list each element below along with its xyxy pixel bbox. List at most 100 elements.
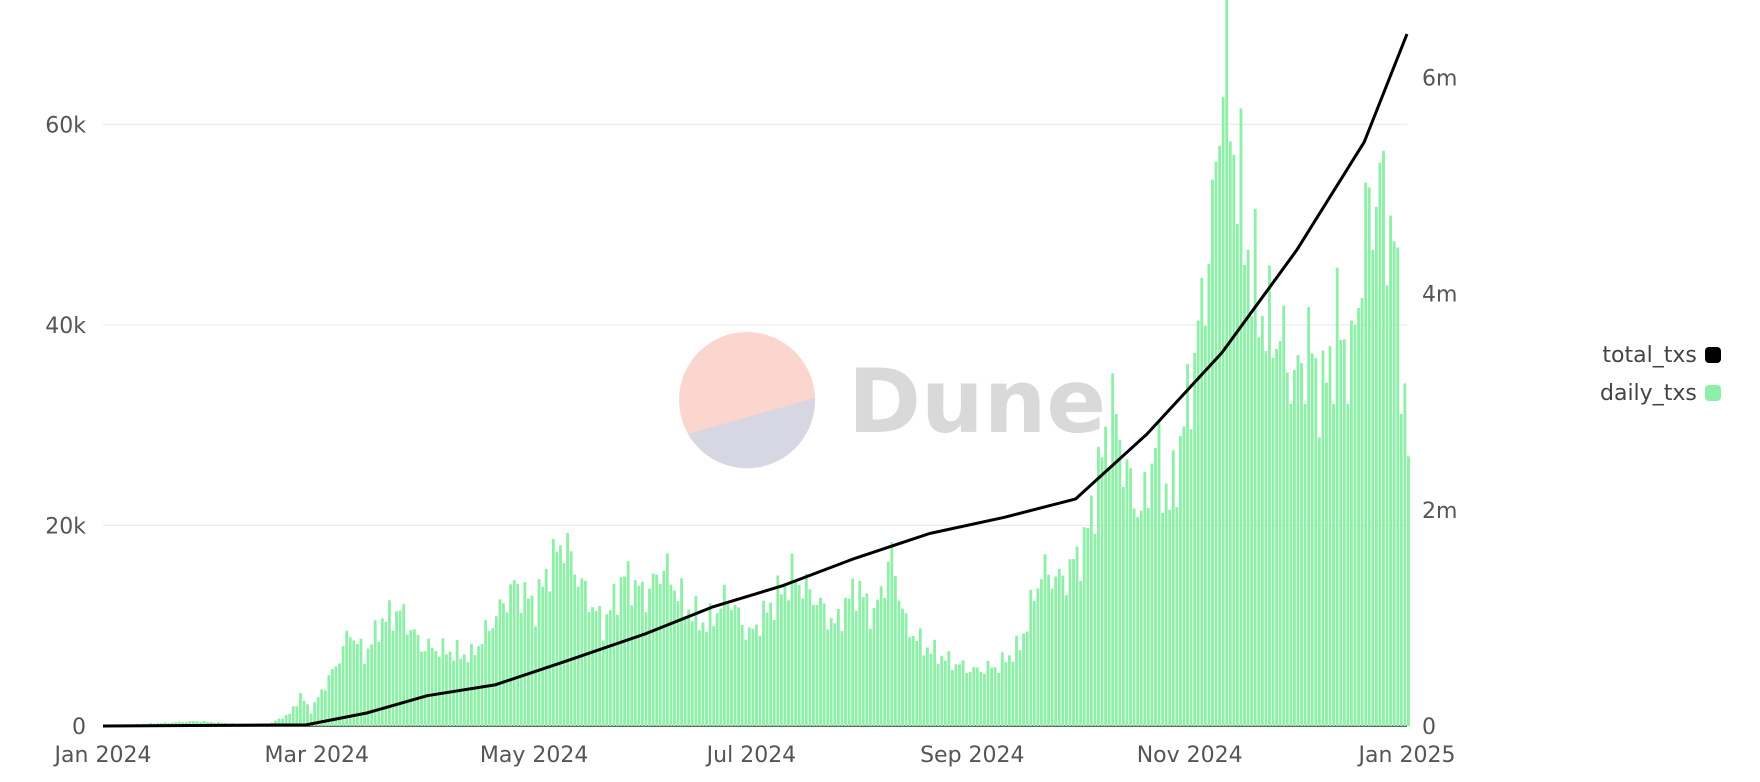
- bar: [968, 672, 972, 726]
- bar: [1211, 179, 1214, 726]
- x-tick-label: Sep 2024: [920, 743, 1024, 768]
- bar: [1289, 403, 1293, 726]
- bar: [869, 628, 872, 726]
- bar: [616, 614, 619, 726]
- bar: [1300, 363, 1303, 726]
- bar: [1382, 150, 1385, 727]
- bar: [1282, 305, 1286, 726]
- bar: [1154, 448, 1157, 726]
- legend-label: daily_txs: [1600, 380, 1697, 406]
- bar: [551, 538, 555, 726]
- bar: [943, 660, 947, 726]
- bar: [854, 610, 858, 726]
- bar: [975, 667, 979, 726]
- bar: [918, 628, 922, 726]
- bar: [1171, 450, 1175, 726]
- bar: [1040, 579, 1043, 726]
- bar: [363, 664, 366, 726]
- bar: [1328, 346, 1332, 726]
- bar: [897, 600, 901, 726]
- bar: [1072, 559, 1075, 726]
- total-txs-line-path: [102, 33, 1409, 728]
- bar: [983, 673, 986, 726]
- bar: [348, 637, 352, 726]
- bar: [1007, 655, 1011, 726]
- bar: [637, 585, 641, 726]
- bar: [1278, 341, 1282, 726]
- bar: [298, 693, 302, 726]
- bar: [1332, 403, 1336, 726]
- bar: [1275, 348, 1279, 726]
- bar: [1015, 635, 1018, 726]
- bar: [812, 604, 815, 726]
- bar: [819, 597, 822, 726]
- bar: [359, 638, 363, 726]
- bar: [573, 574, 577, 726]
- bar: [737, 607, 741, 726]
- bar: [181, 722, 185, 726]
- bar: [1285, 372, 1289, 726]
- bar: [1097, 446, 1100, 726]
- bar: [644, 612, 648, 726]
- bar: [534, 626, 537, 726]
- legend-item-total-txs[interactable]: total_txs: [1600, 336, 1721, 374]
- legend-item-daily-txs[interactable]: daily_txs: [1600, 374, 1721, 412]
- bar: [1086, 527, 1090, 726]
- bar: [961, 660, 965, 726]
- bar: [598, 606, 602, 726]
- bar: [1146, 507, 1150, 726]
- bar: [829, 618, 833, 726]
- bar: [708, 603, 712, 726]
- bar: [1193, 352, 1197, 726]
- bar: [373, 620, 377, 726]
- bar: [1243, 264, 1246, 726]
- bar: [776, 575, 780, 726]
- bar: [1018, 650, 1022, 726]
- bar: [484, 620, 488, 726]
- bar: [904, 613, 908, 726]
- bar: [1214, 161, 1218, 726]
- bar: [1161, 512, 1165, 726]
- bar: [744, 639, 748, 726]
- bar: [733, 605, 737, 726]
- bar: [281, 718, 284, 726]
- bar: [630, 605, 634, 726]
- legend-swatch: [1704, 347, 1721, 363]
- bar: [755, 624, 758, 726]
- bar: [655, 574, 659, 726]
- bar: [320, 689, 324, 726]
- bar: [687, 609, 691, 726]
- bar: [958, 664, 961, 726]
- bar: [1225, 0, 1229, 727]
- bar: [779, 594, 783, 726]
- bar: [694, 595, 698, 726]
- bar: [965, 673, 969, 726]
- bar: [815, 604, 819, 726]
- bar: [512, 580, 516, 726]
- bar: [377, 642, 381, 726]
- bar: [345, 630, 349, 726]
- bar: [494, 616, 498, 726]
- bar: [1353, 324, 1357, 726]
- dune-watermark: Dune: [679, 332, 1106, 469]
- bar: [1250, 316, 1254, 726]
- bar: [526, 598, 530, 726]
- bar: [441, 638, 445, 726]
- bar: [1132, 508, 1136, 726]
- bar: [1364, 182, 1368, 726]
- bar: [391, 630, 395, 726]
- bar: [1004, 662, 1008, 726]
- bar: [715, 613, 719, 726]
- bar: [826, 629, 830, 726]
- bar: [466, 662, 470, 726]
- bar: [174, 722, 178, 726]
- bar: [1264, 351, 1268, 726]
- legend: total_txs daily_txs: [1600, 336, 1721, 412]
- bar: [673, 590, 676, 726]
- bar: [940, 655, 944, 726]
- bar: [412, 629, 416, 726]
- bar: [1032, 600, 1036, 726]
- bar: [1232, 154, 1236, 727]
- x-tick-label: Mar 2024: [265, 743, 370, 768]
- bar: [1360, 297, 1364, 726]
